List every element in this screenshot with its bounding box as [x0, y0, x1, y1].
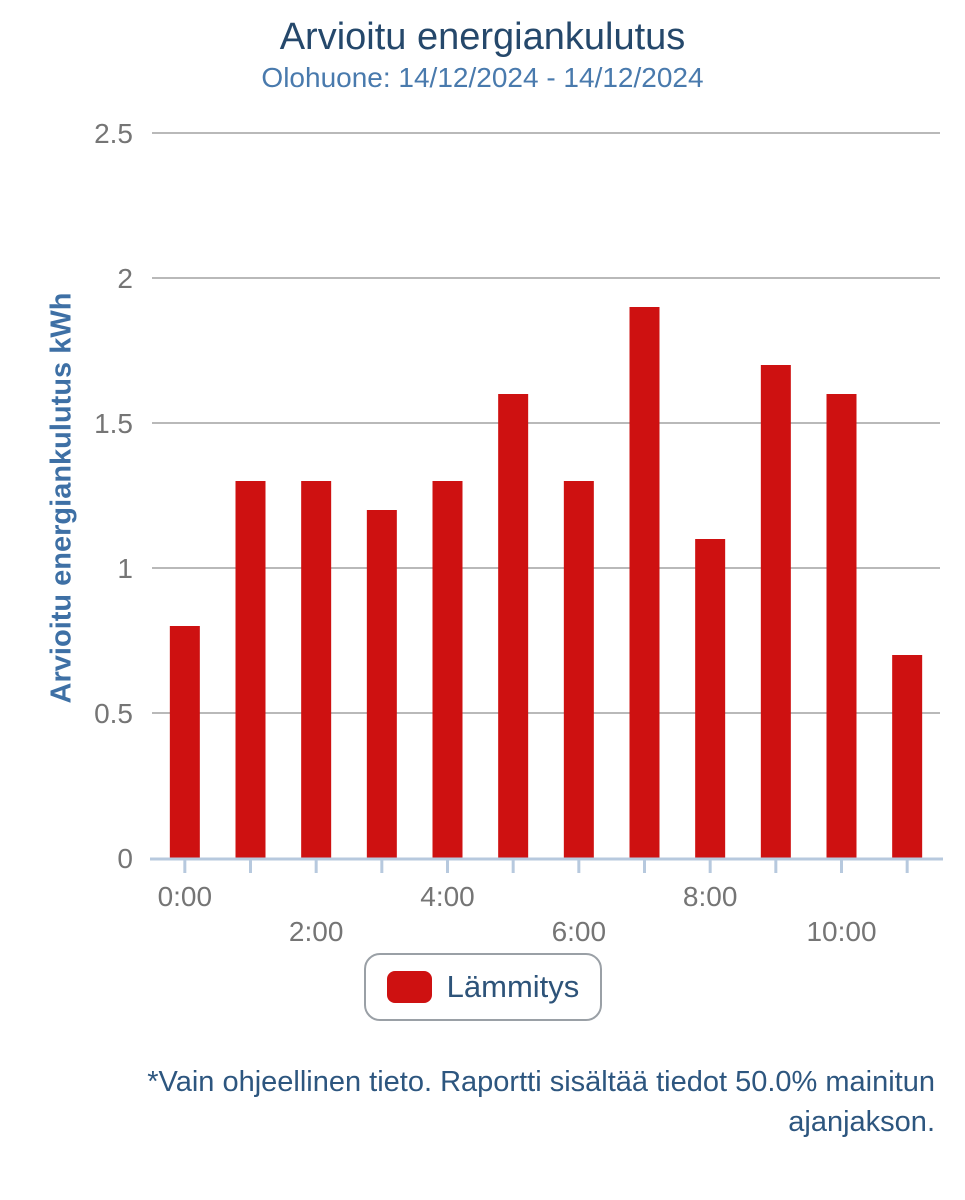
x-tick-label: 4:00 — [420, 881, 475, 912]
y-tick-label: 2 — [117, 263, 133, 294]
y-tick-label: 1 — [117, 553, 133, 584]
chart-subtitle: Olohuone: 14/12/2024 - 14/12/2024 — [261, 62, 704, 93]
bar[interactable] — [695, 539, 726, 858]
y-tick-label: 0.5 — [94, 698, 133, 729]
y-tick-label: 2.5 — [94, 118, 133, 149]
bar[interactable] — [629, 307, 660, 858]
bar-chart: 0 0.5 1 1.5 2 2.5 0:00 2:00 4:00 6:00 8:00 10:00 — [94, 118, 943, 947]
legend[interactable]: Lämmitys — [364, 953, 602, 1021]
bar[interactable] — [432, 481, 463, 858]
chart-title: Arvioitu energiankulutus — [279, 16, 686, 58]
bar[interactable] — [563, 481, 594, 858]
footnote: *Vain ohjeellinen tieto. Raportti sisält… — [147, 1066, 935, 1138]
x-tick-label: 0:00 — [158, 881, 213, 912]
x-tick-label: 10:00 — [806, 916, 876, 947]
x-tick-label: 6:00 — [552, 916, 607, 947]
legend-swatch-icon — [386, 971, 432, 1003]
bar[interactable] — [235, 481, 266, 858]
bar[interactable] — [892, 655, 923, 858]
legend-label: Lämmitys — [446, 969, 580, 1004]
x-tick-label: 2:00 — [289, 916, 344, 947]
bar[interactable] — [826, 394, 857, 858]
y-tick-label: 0 — [117, 843, 133, 874]
bar[interactable] — [760, 365, 791, 858]
x-tick-label: 8:00 — [683, 881, 738, 912]
bar[interactable] — [301, 481, 332, 858]
y-tick-label: 1.5 — [94, 408, 133, 439]
bar[interactable] — [498, 394, 529, 858]
bar[interactable] — [169, 626, 200, 858]
bar[interactable] — [366, 510, 397, 858]
